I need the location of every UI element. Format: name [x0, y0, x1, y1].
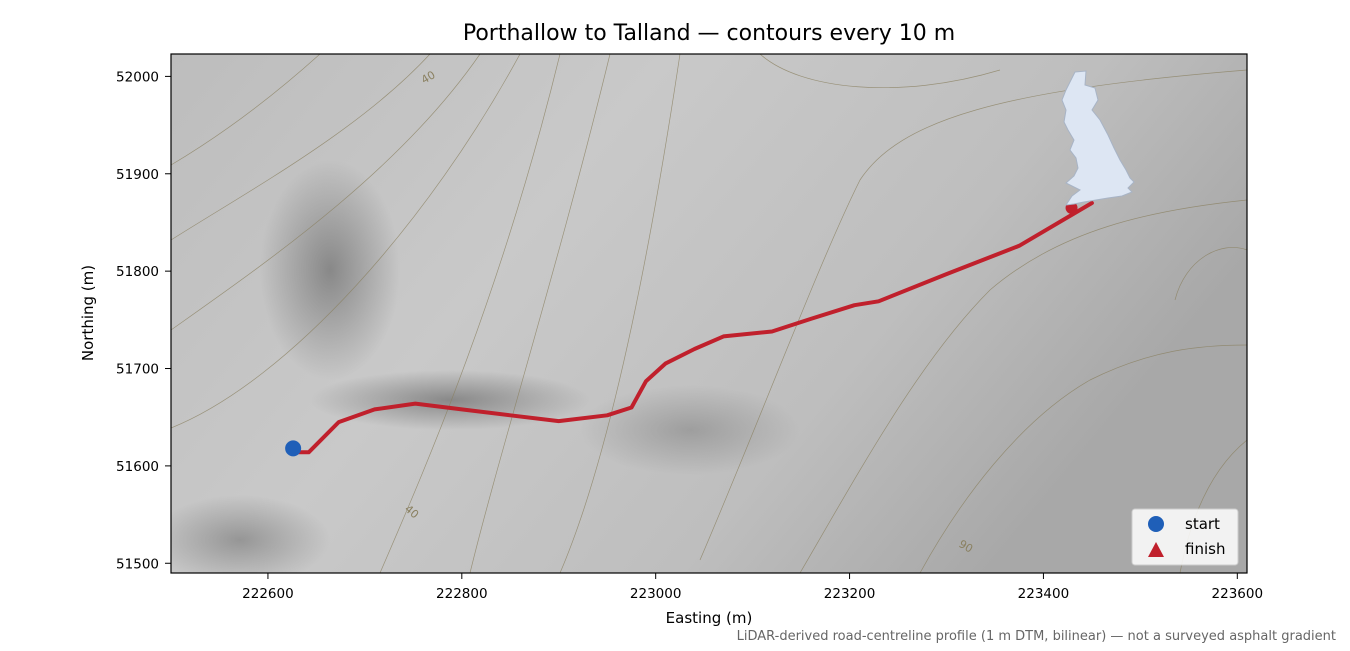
- contour-line: [171, 54, 481, 331]
- contour-line: [759, 54, 1001, 89]
- x-tick-label: 222600: [242, 586, 294, 602]
- y-tick-label: 52000: [116, 69, 159, 85]
- y-tick-label: 51700: [116, 362, 159, 378]
- y-tick-label: 51600: [116, 459, 159, 475]
- hillshade-coast: [171, 495, 330, 573]
- y-tick-label: 51900: [116, 167, 159, 183]
- footnote: LiDAR-derived road-centreline profile (1…: [737, 629, 1336, 644]
- y-axis: 51500 51600 51700 51800 51900 52000: [116, 69, 171, 572]
- x-tick-label: 223200: [824, 586, 876, 602]
- legend-finish-label: finish: [1185, 540, 1225, 558]
- plot-frame: [170, 53, 1248, 574]
- contour-line: [171, 54, 321, 166]
- start-marker: [285, 440, 302, 457]
- y-tick-label: 51500: [116, 556, 159, 572]
- contour-label: 90: [957, 537, 976, 555]
- hillshade-ridge: [260, 160, 400, 380]
- x-tick-label: 222800: [436, 586, 488, 602]
- contour-line: [171, 54, 431, 241]
- contour-line: [1174, 247, 1247, 301]
- uk-inset-map: [1061, 70, 1135, 206]
- x-tick-label: 223600: [1212, 586, 1264, 602]
- contour-line: [171, 54, 521, 429]
- uk-inset-outline: [1061, 70, 1135, 206]
- legend: start finish: [1131, 508, 1239, 566]
- contour-line: [699, 69, 1247, 561]
- contour-line: [799, 199, 1247, 573]
- contour-label: 40: [419, 68, 438, 86]
- contour-lines: [171, 54, 1247, 573]
- x-axis-label: Easting (m): [666, 609, 753, 627]
- legend-start-label: start: [1185, 515, 1220, 533]
- map-area: 40 40 90: [171, 54, 1247, 573]
- contour-line: [559, 54, 681, 573]
- contour-line: [379, 54, 561, 573]
- contour-line: [469, 54, 611, 573]
- route-line: [295, 201, 1094, 455]
- chart-title: Porthallow to Talland — contours every 1…: [463, 21, 955, 46]
- contour-line: [919, 344, 1247, 573]
- y-tick-label: 51800: [116, 264, 159, 280]
- x-axis: 222600 222800 223000 223200 223400 223600: [242, 573, 1263, 602]
- x-tick-label: 223400: [1018, 586, 1070, 602]
- y-axis-label: Northing (m): [79, 265, 97, 361]
- x-tick-label: 223000: [630, 586, 682, 602]
- legend-finish-swatch: [1148, 542, 1164, 557]
- legend-start-swatch: [1148, 516, 1164, 532]
